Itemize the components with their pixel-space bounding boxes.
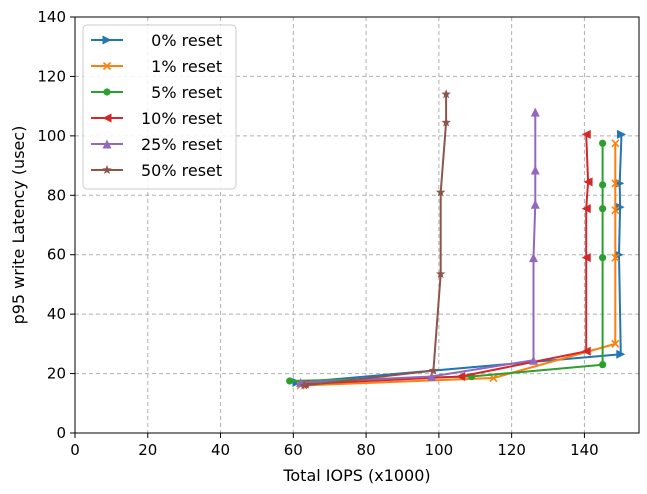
data-point [427,372,437,382]
data-point [456,372,466,382]
legend-label: 1% reset [141,57,222,76]
legend-marker [102,113,112,123]
data-point [528,253,538,263]
data-point [530,165,540,175]
data-point [581,129,591,139]
data-point [528,355,538,365]
y-tick-label: 40 [47,305,66,323]
data-point [299,380,309,390]
series-line [300,112,537,384]
series-3 [299,129,593,389]
series-line [296,134,623,384]
x-tick-label: 60 [284,441,303,459]
data-point [435,269,446,279]
data-point [611,139,620,148]
series-line [304,134,590,385]
series-4 [296,107,540,387]
legend-marker [102,139,112,149]
y-axis-label: p95 write Latency (usec) [9,126,28,325]
legend-label: 25% reset [141,135,222,154]
x-tick-label: 120 [497,441,526,459]
y-tick-label: 0 [56,424,66,442]
legend-entry: 5% reset [91,83,222,102]
legend-marker [102,165,112,175]
series-line [300,143,617,387]
x-tick-label: 40 [211,441,230,459]
data-point [581,253,591,263]
data-point [599,361,607,369]
data-point [530,199,540,209]
data-point [581,204,591,214]
data-point [611,339,620,348]
data-point [441,89,451,99]
legend-label: 10% reset [141,109,222,128]
data-point [599,254,607,262]
x-tick-label: 20 [138,441,157,459]
legend-marker [102,35,112,45]
data-point [599,139,607,147]
data-point [599,205,607,213]
data-point [441,117,451,127]
data-point [583,177,593,187]
y-tick-label: 120 [37,67,66,85]
data-point [599,181,607,189]
legend-entry: 25% reset [91,135,222,154]
legend-marker [103,88,111,96]
legend-marker [102,61,112,71]
y-tick-label: 140 [37,8,66,26]
legend: 0% reset 1% reset 5% reset 10% reset 25% r… [82,24,237,190]
series-line [289,143,604,382]
legend-entry: 50% reset [91,161,222,180]
plot-frame [74,16,640,434]
data-point [428,365,439,375]
data-point [286,377,294,385]
data-point [530,107,540,117]
x-tick-label: 140 [570,441,599,459]
data-point [617,129,627,139]
data-point [581,346,591,356]
series-line [304,94,448,387]
x-tick-label: 100 [425,441,454,459]
data-point [611,206,620,215]
legend-label: 50% reset [141,161,222,180]
x-tick-label: 80 [357,441,376,459]
y-tick-label: 100 [37,127,66,145]
series-1 [296,139,620,390]
x-axis-label: Total IOPS (x1000) [282,466,430,485]
y-tick-label: 60 [47,246,66,264]
legend-label: 5% reset [141,83,222,102]
legend-entry: 10% reset [91,109,222,128]
x-tick-label: 0 [70,441,80,459]
series-5 [299,89,451,390]
y-axis: 0 20 40 60 80 100 120 140 [37,8,75,442]
y-tick-label: 80 [47,186,66,204]
x-axis: 0 20 40 60 80 100 120 140 [70,433,599,459]
data-point [615,202,625,212]
legend-entry: 1% reset [91,57,222,76]
series-0 [292,129,627,387]
data-point [435,187,446,197]
legend-label: 0% reset [141,31,222,50]
series-2 [286,139,607,385]
data-point [616,349,626,359]
series-layer [286,89,627,390]
legend-entry: 0% reset [91,31,222,50]
data-point [611,179,620,188]
y-tick-label: 20 [47,365,66,383]
data-point [611,253,620,262]
